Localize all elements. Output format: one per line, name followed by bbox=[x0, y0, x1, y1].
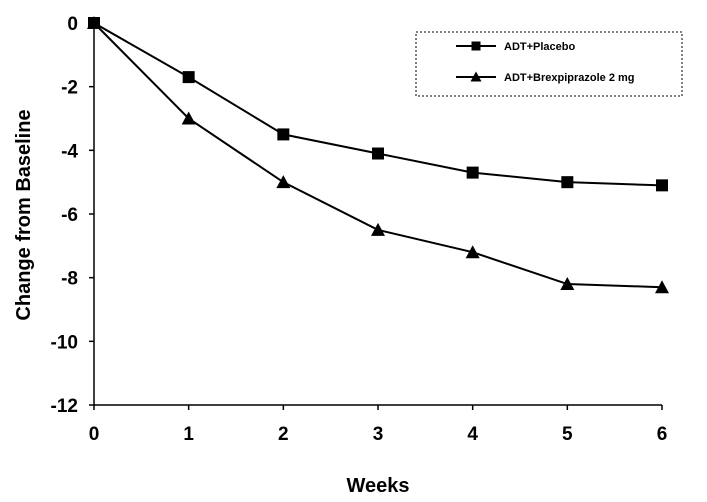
y-tick-label: -6 bbox=[61, 205, 78, 226]
triangle-marker-icon bbox=[470, 71, 482, 82]
x-axis-title: Weeks bbox=[346, 475, 409, 497]
y-tick-label: -12 bbox=[51, 396, 78, 417]
legend-item: ADT+Placebo bbox=[456, 41, 575, 53]
data-point bbox=[372, 147, 384, 160]
x-tick-label: 4 bbox=[467, 424, 478, 445]
data-point bbox=[371, 222, 385, 236]
x-tick-label: 3 bbox=[373, 424, 384, 445]
series-layer bbox=[87, 16, 669, 294]
legend-label: ADT+Brexpiprazole 2 mg bbox=[504, 72, 635, 84]
y-tick-label: -2 bbox=[61, 78, 78, 99]
y-tick-label: -4 bbox=[61, 141, 78, 162]
data-point bbox=[465, 245, 480, 259]
data-point bbox=[277, 128, 290, 141]
data-point bbox=[87, 16, 101, 29]
data-point bbox=[181, 111, 196, 125]
data-point bbox=[655, 280, 669, 294]
y-axis-title: Change from Baseline bbox=[13, 109, 35, 320]
data-point bbox=[276, 175, 291, 189]
x-tick-label: 6 bbox=[657, 424, 668, 445]
data-point bbox=[466, 166, 479, 179]
data-point bbox=[656, 179, 668, 192]
legend: ADT+Placebo ADT+Brexpiprazole 2 mg bbox=[415, 31, 683, 97]
data-point bbox=[561, 176, 574, 189]
y-tick-label: -10 bbox=[51, 332, 78, 353]
data-point bbox=[560, 277, 575, 291]
x-tick-label: 5 bbox=[562, 424, 573, 445]
legend-label: ADT+Placebo bbox=[504, 41, 575, 53]
legend-item: ADT+Brexpiprazole 2 mg bbox=[456, 71, 635, 84]
x-tick-label: 2 bbox=[278, 424, 289, 445]
x-tick-label: 0 bbox=[89, 424, 100, 445]
x-tick-label: 1 bbox=[183, 424, 194, 445]
series-brexpiprazole bbox=[87, 16, 669, 294]
y-tick-label: -8 bbox=[61, 269, 78, 290]
series-placebo bbox=[88, 17, 668, 192]
data-point bbox=[182, 71, 195, 84]
square-marker-icon bbox=[471, 41, 481, 51]
legend-box bbox=[415, 31, 683, 97]
y-tick-label: 0 bbox=[67, 14, 78, 35]
axes: 0 -2 -4 -6 -8 -10 -12 0 1 2 3 4 5 6 bbox=[51, 14, 668, 445]
